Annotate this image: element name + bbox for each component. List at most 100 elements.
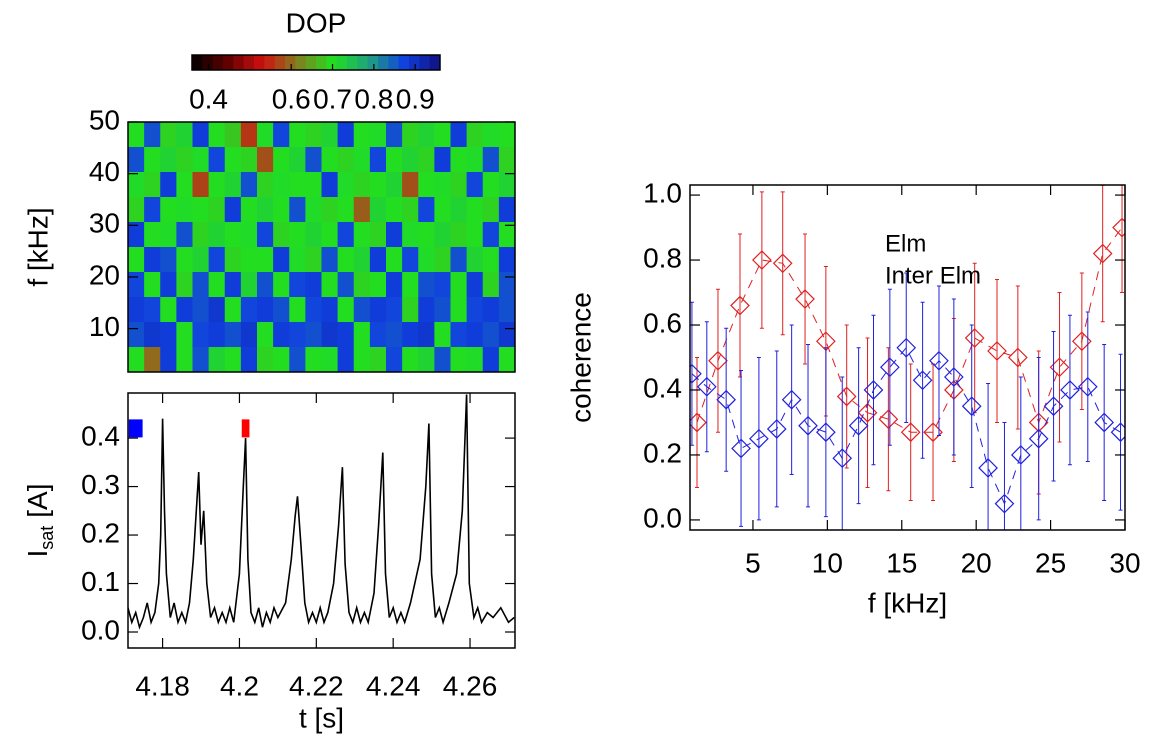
heat-cell	[434, 347, 452, 372]
marker	[863, 380, 884, 400]
marker	[1110, 422, 1125, 443]
y-tick-label: 0.1	[81, 566, 120, 597]
heat-cell	[466, 347, 484, 372]
heat-cell	[450, 147, 468, 173]
x-tick-label: 4.2	[220, 670, 259, 701]
heat-cell	[321, 122, 339, 148]
heat-cell	[353, 147, 371, 173]
heat-cell	[369, 297, 387, 323]
heat-cell	[450, 247, 468, 273]
y-axis-label: f [kHz]	[22, 207, 53, 286]
marker	[900, 422, 921, 443]
colorbar-segment	[419, 55, 431, 70]
heat-cell	[289, 222, 306, 248]
marker	[1092, 243, 1113, 264]
heat-cell	[305, 297, 323, 323]
colorbar-segment	[316, 55, 327, 70]
error-bar	[694, 357, 699, 488]
heat-cell	[305, 122, 323, 148]
heat-cell	[128, 147, 145, 173]
colorbar-tick-label: 0.4	[189, 83, 228, 114]
heat-cell	[273, 122, 290, 148]
heat-cell	[337, 297, 355, 323]
error-bar	[756, 357, 761, 521]
heat-cell	[192, 297, 210, 323]
heat-cell	[305, 147, 323, 173]
heat-cell	[337, 147, 355, 173]
colorbar-tick-label: 0.7	[313, 83, 352, 114]
heat-cell	[176, 322, 194, 348]
heat-cell	[466, 222, 484, 248]
heat-cell	[337, 347, 355, 372]
colorbar-segment	[295, 55, 307, 70]
plot-area	[128, 122, 515, 372]
colorbar-segment	[233, 55, 245, 70]
heat-cell	[337, 272, 355, 298]
heat-cell	[128, 347, 145, 372]
colorbar-segment	[409, 55, 420, 70]
legend-label: Elm	[885, 230, 926, 257]
marker	[896, 337, 917, 358]
marker	[832, 448, 853, 469]
heat-cell	[128, 122, 145, 148]
error-bar	[986, 382, 991, 530]
error-bar	[936, 285, 941, 436]
heat-cell	[160, 347, 177, 372]
heat-cell	[402, 197, 419, 223]
heat-cell	[386, 247, 403, 273]
error-bar	[1036, 357, 1041, 521]
heat-cell	[289, 272, 306, 298]
heat-cell	[434, 272, 452, 298]
heat-cell	[208, 297, 226, 323]
heat-cell	[337, 172, 355, 198]
heat-cell	[144, 322, 161, 348]
heat-cell	[176, 247, 194, 273]
heat-cell	[224, 347, 242, 372]
error-bar	[1118, 353, 1123, 511]
heat-cell	[386, 197, 403, 223]
colorbar-tick-label: 0.6	[272, 83, 311, 114]
heat-cell	[466, 172, 484, 198]
heat-cell	[369, 122, 387, 148]
heat-cell	[240, 272, 258, 298]
heat-cell	[337, 247, 355, 273]
heat-cell	[498, 197, 515, 223]
heat-cell	[305, 347, 323, 372]
heat-cell	[321, 297, 339, 323]
error-bar	[1002, 421, 1007, 530]
heat-cell	[192, 147, 210, 173]
error-bar	[1079, 272, 1084, 410]
x-tick-label: 25	[1035, 547, 1066, 578]
x-tick-label: 4.26	[443, 670, 498, 701]
y-tick-label: 20	[89, 259, 120, 290]
heat-cell	[402, 272, 419, 298]
x-tick-label: 4.22	[289, 670, 344, 701]
heat-cell	[402, 172, 419, 198]
x-tick-label: 15	[886, 547, 917, 578]
heat-cell	[305, 222, 323, 248]
heat-cell	[224, 222, 242, 248]
heat-cell	[160, 297, 177, 323]
heat-cell	[192, 172, 210, 198]
heat-cell	[418, 297, 435, 323]
heat-cell	[192, 247, 210, 273]
heat-cell	[160, 172, 177, 198]
heat-cell	[273, 197, 290, 223]
heat-cell	[337, 322, 355, 348]
plot-area	[690, 185, 1125, 530]
colorbar-segment	[367, 55, 379, 70]
heat-cell	[482, 172, 500, 198]
heat-cell	[240, 147, 258, 173]
heat-cell	[305, 172, 323, 198]
error-bar	[908, 363, 913, 501]
colorbar-segment	[274, 55, 286, 70]
error-bar	[995, 279, 1000, 423]
heat-cell	[289, 172, 306, 198]
heat-cell	[240, 222, 258, 248]
x-axis-label: t [s]	[299, 702, 344, 733]
error-bar	[806, 344, 811, 508]
error-bar	[704, 321, 709, 453]
error-bar	[715, 288, 720, 433]
heat-cell	[257, 347, 274, 372]
heat-cell	[466, 247, 484, 273]
